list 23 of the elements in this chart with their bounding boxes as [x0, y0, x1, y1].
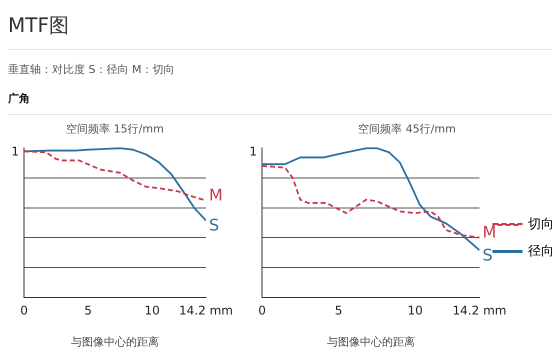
text: M: [482, 222, 496, 242]
legend-label: 径向: [528, 244, 554, 259]
x-axis-title: 与图像中心的距离: [326, 335, 415, 348]
x-tick-label: 5: [334, 304, 342, 318]
x-tick-label: 10: [144, 304, 160, 318]
x-tick-label: 14.2 mm: [452, 304, 506, 318]
text: M: [209, 186, 223, 205]
text: 垂直轴：对比度 S：径向 M：切向: [8, 62, 176, 78]
text: MTF图: [8, 8, 552, 50]
x-tick-label: 10: [408, 304, 423, 318]
x-tick-label: 14.2 mm: [179, 304, 233, 318]
chart-title: 空间频率 45行/mm: [358, 122, 456, 136]
x-tick-label: 0: [258, 304, 266, 318]
chart-title: 空间频率 15行/mm: [66, 122, 164, 136]
x-tick-label: 5: [84, 304, 92, 318]
text: 1: [11, 144, 19, 158]
text: 广角: [8, 85, 552, 115]
legend-label: 切向: [528, 216, 554, 232]
x-axis-title: 与图像中心的距离: [71, 335, 159, 348]
x-tick-label: 0: [20, 304, 28, 318]
text: S: [209, 216, 220, 235]
text: S: [482, 245, 493, 264]
text: 1: [249, 144, 257, 158]
